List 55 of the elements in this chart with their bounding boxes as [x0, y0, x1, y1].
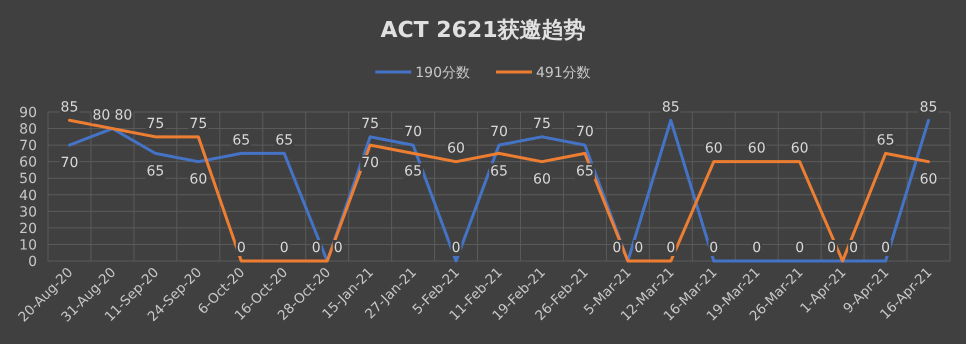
data-label: 0 — [452, 240, 461, 256]
y-tick-label: 50 — [19, 171, 37, 188]
data-label: 0 — [612, 240, 622, 256]
data-label: 60 — [790, 140, 809, 157]
data-label: 75 — [146, 116, 164, 132]
data-label: 60 — [189, 172, 208, 188]
data-label: 70 — [490, 124, 508, 140]
data-label: 60 — [447, 140, 465, 157]
data-label: 0 — [849, 240, 858, 256]
data-label: 65 — [146, 163, 164, 180]
data-label: 0 — [666, 240, 676, 256]
data-label: 70 — [576, 124, 594, 140]
y-tick-label: 0 — [28, 254, 37, 270]
y-tick-label: 60 — [19, 154, 37, 171]
y-tick-label: 30 — [19, 204, 37, 220]
data-label: 70 — [404, 124, 422, 140]
data-label: 85 — [920, 99, 938, 116]
data-label: 0 — [795, 240, 804, 256]
data-label: 65 — [876, 132, 894, 148]
y-tick-label: 80 — [19, 122, 37, 138]
y-tick-label: 20 — [19, 220, 37, 237]
data-label: 65 — [275, 132, 294, 148]
data-label: 65 — [490, 163, 508, 180]
data-label: 0 — [827, 240, 836, 256]
y-tick-label: 70 — [19, 138, 37, 154]
data-label: 80 — [114, 108, 132, 124]
y-tick-label: 90 — [19, 105, 37, 121]
data-label: 60 — [533, 172, 551, 188]
data-label: 60 — [704, 140, 723, 157]
data-label: 0 — [752, 240, 762, 256]
legend-label: 491分数 — [536, 65, 591, 81]
data-label: 85 — [662, 99, 680, 116]
data-label: 65 — [232, 132, 250, 148]
data-label: 0 — [312, 240, 321, 256]
data-label: 85 — [60, 99, 78, 116]
data-label: 70 — [361, 155, 380, 172]
data-label: 0 — [334, 240, 343, 256]
data-label: 70 — [60, 155, 78, 172]
data-label: 0 — [709, 240, 718, 256]
data-label: 75 — [361, 116, 380, 132]
data-label: 60 — [748, 140, 766, 157]
data-label: 75 — [189, 116, 208, 132]
y-tick-label: 10 — [19, 237, 37, 254]
y-tick-label: 40 — [19, 188, 37, 204]
data-label: 80 — [92, 108, 110, 124]
data-label: 75 — [533, 116, 551, 132]
data-label: 0 — [236, 240, 246, 256]
data-label: 65 — [404, 163, 422, 180]
legend-label: 190分数 — [415, 65, 470, 81]
data-label: 60 — [920, 172, 938, 188]
data-label: 0 — [280, 240, 289, 256]
data-label: 0 — [634, 240, 644, 256]
data-label: 0 — [881, 240, 890, 256]
data-label: 65 — [576, 163, 594, 180]
chart-title: ACT 2621获邀趋势 — [380, 18, 586, 43]
